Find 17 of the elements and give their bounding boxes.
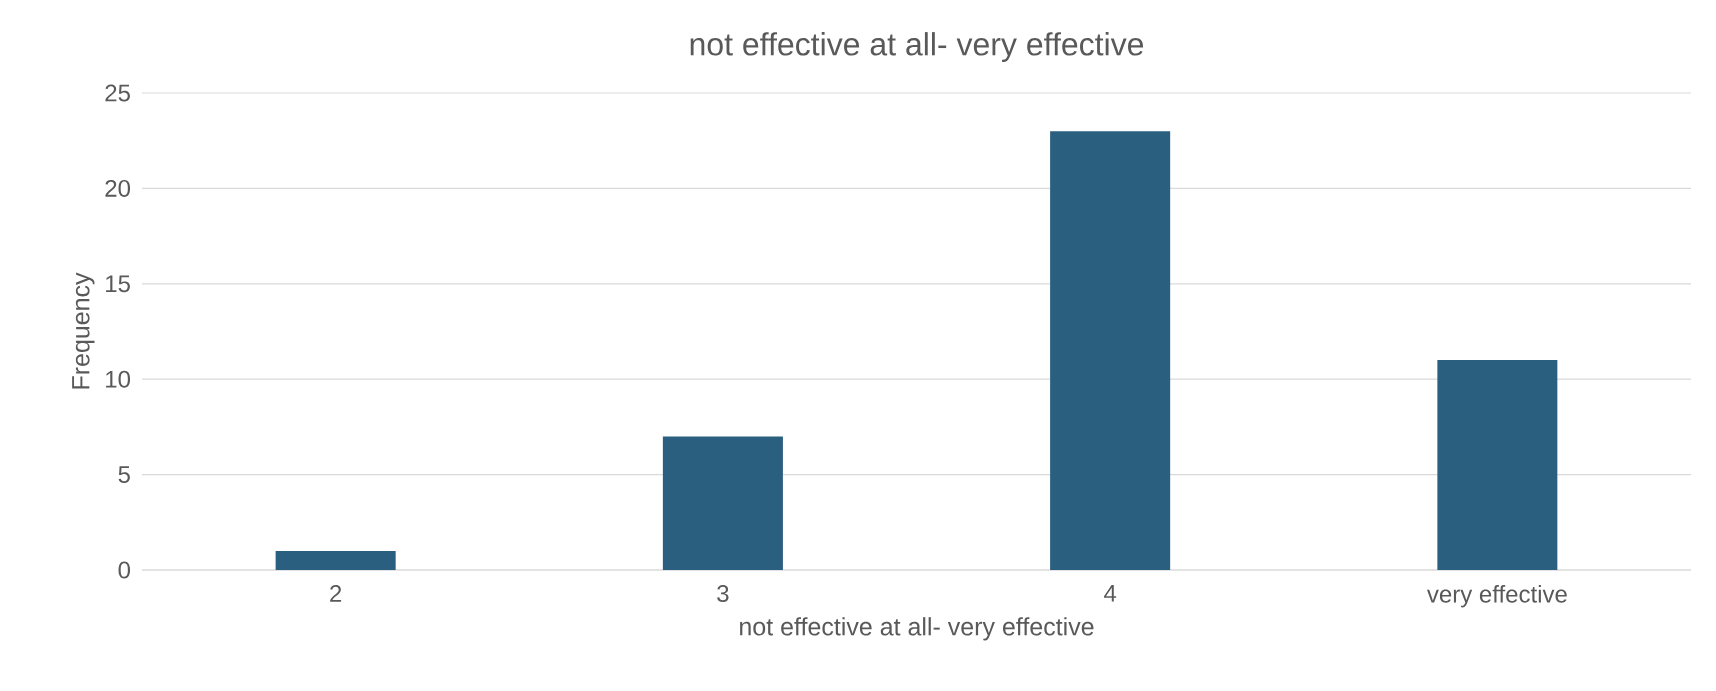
bar (1437, 360, 1558, 570)
y-tick-label: 20 (105, 179, 131, 197)
y-tick-label: 10 (106, 370, 131, 388)
y-tick-label: 0 (118, 561, 131, 579)
x-tick-label: very effective (1427, 585, 1567, 608)
y-axis-title: Frequency (72, 272, 95, 389)
x-tick-label: 4 (1104, 585, 1117, 602)
x-axis-title: not effective at all- very effective (740, 617, 1094, 641)
bar (1050, 131, 1171, 570)
y-tick-label: 15 (106, 275, 130, 293)
bar (662, 436, 783, 570)
y-tick-label: 5 (118, 466, 130, 483)
bar (275, 550, 396, 570)
y-tick-label: 25 (105, 84, 130, 102)
chart-title: not effective at all- very effective (690, 32, 1144, 62)
x-tick-label: 2 (330, 585, 342, 602)
x-tick-label: 3 (717, 585, 729, 603)
